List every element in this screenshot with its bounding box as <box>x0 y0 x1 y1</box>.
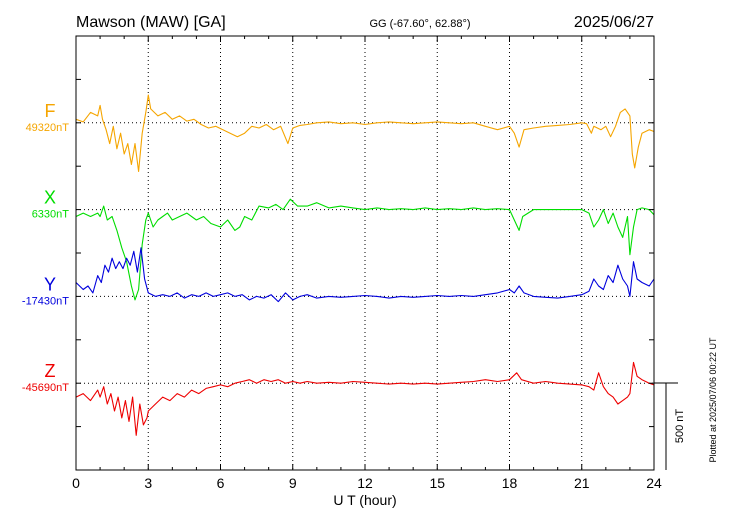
series-line-y <box>75 247 655 303</box>
x-tick-label-21: 21 <box>574 475 590 491</box>
series-name-z: Z <box>45 361 56 381</box>
series-line-z <box>75 361 655 436</box>
x-tick-label-9: 9 <box>289 475 297 491</box>
x-tick-label-24: 24 <box>646 475 662 491</box>
plot-grid <box>76 36 654 470</box>
x-tick-label-12: 12 <box>357 475 373 491</box>
series-baseline-z: -45690nT <box>22 382 69 394</box>
series-name-x: X <box>44 188 56 208</box>
x-axis-label: U T (hour) <box>333 492 396 508</box>
scale-bar: 500 nT <box>654 382 686 470</box>
x-tick-label-3: 3 <box>144 475 152 491</box>
x-tick-label-0: 0 <box>72 475 80 491</box>
series-baseline-f: 49320nT <box>26 122 70 134</box>
series-baseline-x: 6330nT <box>32 209 70 221</box>
x-tick-label-6: 6 <box>217 475 225 491</box>
plot-date: 2025/06/27 <box>574 14 654 31</box>
x-tick-label-15: 15 <box>429 475 445 491</box>
series-lines <box>75 94 655 436</box>
series-baseline-y: -17430nT <box>22 295 69 307</box>
station-title: Mawson (MAW) [GA] <box>76 14 226 31</box>
plotted-timestamp: Plotted at 2025/07/06 00:22 UT <box>708 337 718 463</box>
geo-coordinates: GG (-67.60°, 62.88°) <box>369 18 470 30</box>
series-name-y: Y <box>44 274 56 294</box>
x-tick-label-18: 18 <box>502 475 518 491</box>
series-line-f <box>75 94 655 172</box>
axis-ticks: 0 3 6 9 12 15 18 21 24 <box>72 35 662 491</box>
series-line-x <box>75 198 655 301</box>
series-name-f: F <box>45 101 56 121</box>
scale-bar-label: 500 nT <box>674 409 686 444</box>
